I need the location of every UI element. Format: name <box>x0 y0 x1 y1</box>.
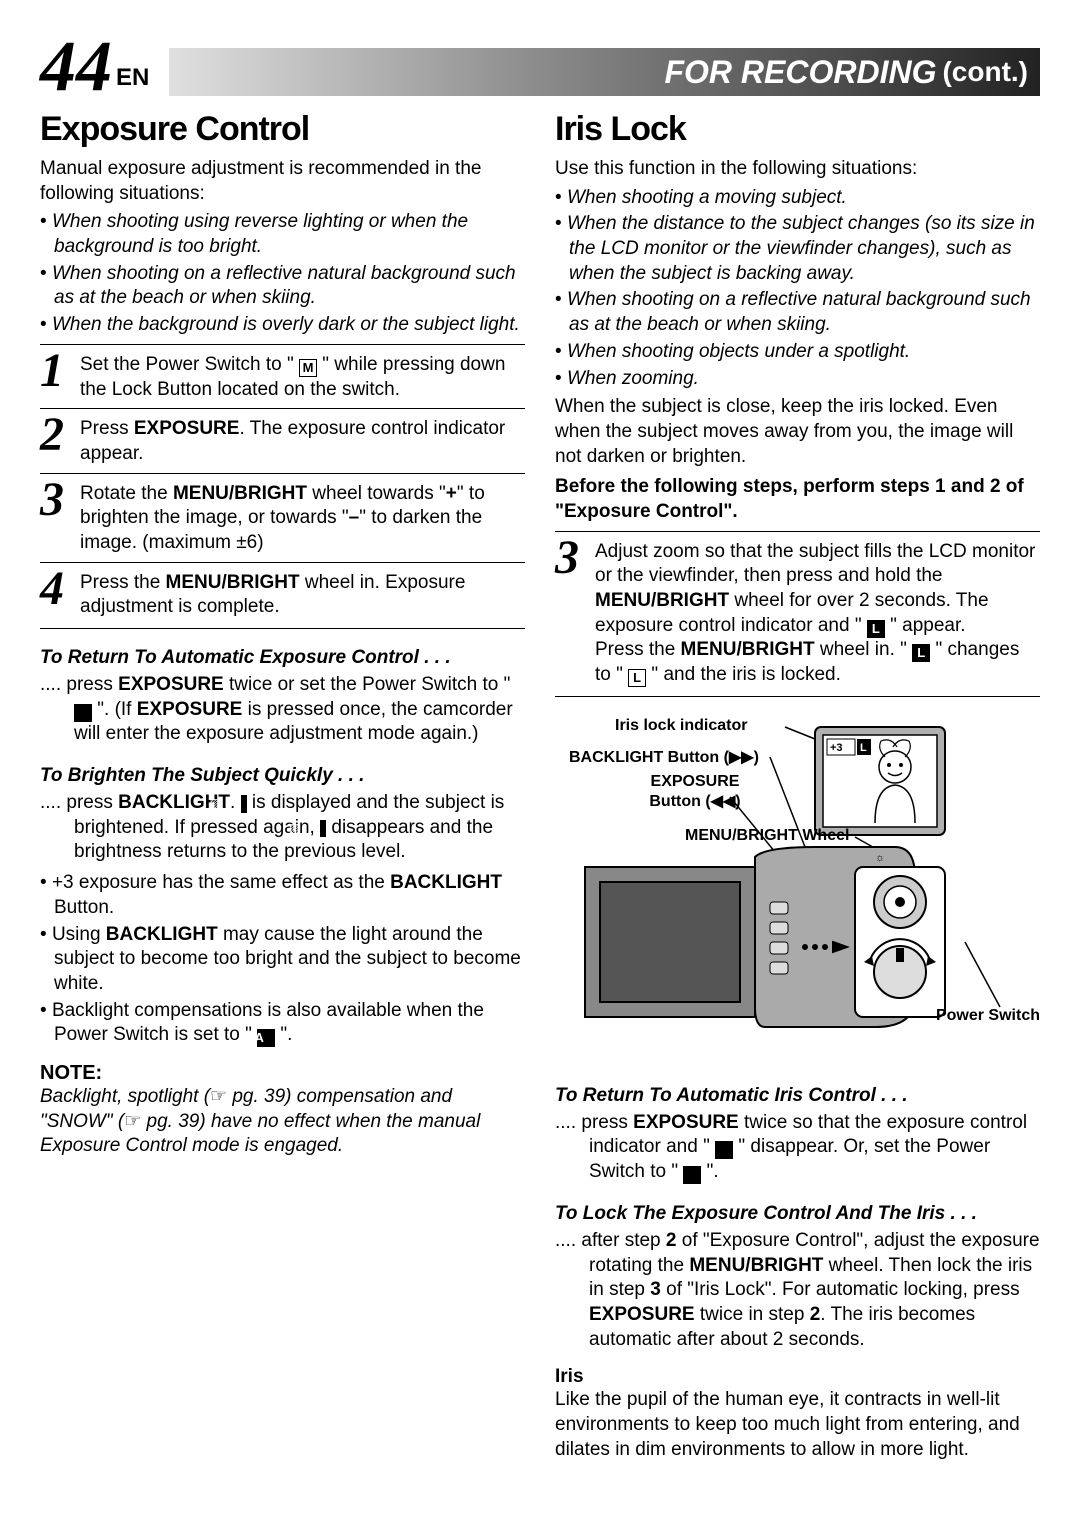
label-iris-lock: Iris lock indicator <box>615 717 747 735</box>
list-item: When shooting on a reflective natural ba… <box>569 288 1040 337</box>
step-number: 2 <box>40 413 80 456</box>
tip-body: .... press BACKLIGHT. ▨ is displayed and… <box>40 791 525 865</box>
list-item: When shooting on a reflective natural ba… <box>54 262 525 311</box>
step-number: 3 <box>555 536 595 579</box>
camcorder-diagram: +3 L <box>555 717 1040 1067</box>
step-3: 3 Rotate the MENU/BRIGHT wheel towards "… <box>40 473 525 556</box>
step-1: 1 Set the Power Switch to " M " while pr… <box>40 344 525 402</box>
list-item: When shooting using reverse lighting or … <box>54 210 525 259</box>
iris-def-body: Like the pupil of the human eye, it cont… <box>555 1388 1040 1462</box>
tip-body: .... after step 2 of "Exposure Control",… <box>555 1229 1040 1352</box>
label-backlight: BACKLIGHT Button (▶▶) <box>569 747 759 767</box>
svg-text:L: L <box>860 742 867 754</box>
list-item: When shooting a moving subject. <box>569 186 1040 211</box>
step-text: Rotate the MENU/BRIGHT wheel towards "+"… <box>80 478 525 556</box>
list-item: Using BACKLIGHT may cause the light arou… <box>54 923 525 997</box>
header-title: FOR RECORDING <box>664 54 936 91</box>
svg-text:+3: +3 <box>830 742 843 754</box>
tip-heading: To Return To Automatic Exposure Control … <box>40 647 525 669</box>
tip-body: .... press EXPOSURE twice so that the ex… <box>555 1111 1040 1185</box>
step-number: 4 <box>40 567 80 610</box>
iris-intro: Use this function in the following situa… <box>555 157 1040 182</box>
divider <box>555 696 1040 697</box>
before-note: Before the following steps, perform step… <box>555 475 1040 524</box>
step-text: Press EXPOSURE. The exposure control ind… <box>80 413 525 466</box>
step-number: 1 <box>40 349 80 392</box>
tip-heading: To Brighten The Subject Quickly . . . <box>40 765 525 787</box>
header-bar: FOR RECORDING (cont.) <box>169 48 1040 96</box>
left-column: Exposure Control Manual exposure adjustm… <box>40 110 525 1462</box>
list-item: Backlight compensations is also availabl… <box>54 999 525 1048</box>
iris-para: When the subject is close, keep the iris… <box>555 395 1040 469</box>
step-text: Adjust zoom so that the subject fills th… <box>595 536 1040 688</box>
svg-text:☼: ☼ <box>875 852 885 864</box>
list-item: +3 exposure has the same effect as the B… <box>54 871 525 920</box>
tip-body: .... press EXPOSURE twice or set the Pow… <box>40 673 525 747</box>
list-item: When the background is overly dark or th… <box>54 313 525 338</box>
page-lang: EN <box>116 64 149 92</box>
step-4: 4 Press the MENU/BRIGHT wheel in. Exposu… <box>40 562 525 620</box>
list-item: When zooming. <box>569 367 1040 392</box>
iris-step-3: 3 Adjust zoom so that the subject fills … <box>555 531 1040 688</box>
header-cont: (cont.) <box>942 56 1028 88</box>
exposure-intro: Manual exposure adjustment is recommende… <box>40 157 525 206</box>
step-text: Press the MENU/BRIGHT wheel in. Exposure… <box>80 567 525 620</box>
iris-bullets: When shooting a moving subject. When the… <box>555 186 1040 392</box>
iris-def-heading: Iris <box>555 1366 1040 1388</box>
label-exposure: EXPOSURE Button (◀◀) <box>635 773 755 811</box>
page-number: 44 <box>40 30 112 102</box>
label-menu: MENU/BRIGHT Wheel <box>685 827 849 845</box>
label-power: Power Switch <box>936 1007 1040 1025</box>
list-item: When the distance to the subject changes… <box>569 212 1040 286</box>
tip-heading: To Return To Automatic Iris Control . . … <box>555 1085 1040 1107</box>
page-header: 44 EN FOR RECORDING (cont.) <box>40 30 1040 102</box>
note-body: Backlight, spotlight (☞ pg. 39) compensa… <box>40 1085 525 1159</box>
exposure-heading: Exposure Control <box>40 110 525 149</box>
step-number: 3 <box>40 478 80 521</box>
step-text: Set the Power Switch to " M " while pres… <box>80 349 525 402</box>
list-item: When shooting objects under a spotlight. <box>569 340 1040 365</box>
note-heading: NOTE: <box>40 1062 525 1085</box>
divider <box>40 628 525 629</box>
step-2: 2 Press EXPOSURE. The exposure control i… <box>40 408 525 466</box>
iris-heading: Iris Lock <box>555 110 1040 149</box>
right-column: Iris Lock Use this function in the follo… <box>555 110 1040 1462</box>
extra-bullets: +3 exposure has the same effect as the B… <box>40 871 525 1048</box>
tip-heading: To Lock The Exposure Control And The Iri… <box>555 1203 1040 1225</box>
exposure-bullets: When shooting using reverse lighting or … <box>40 210 525 337</box>
